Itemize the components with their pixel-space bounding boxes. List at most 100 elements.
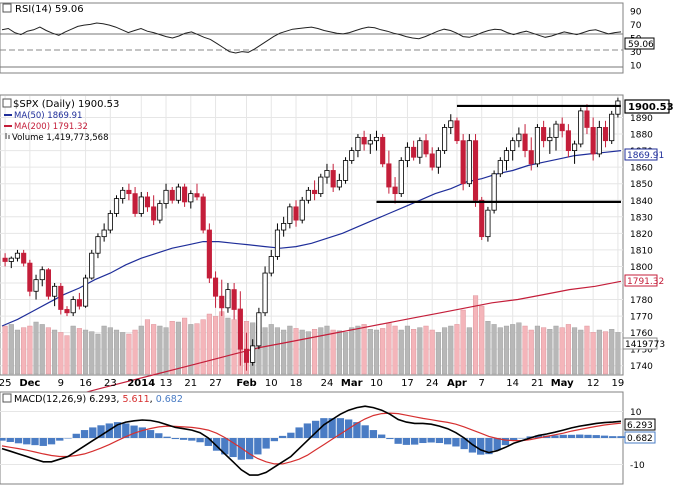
macd-legend: MACD(12,26,9) 6.293, 5.611, 0.682 [14,394,183,405]
volume-bar [188,324,194,375]
macd-histogram-bar [559,434,567,438]
rsi-tick-label: 70 [630,21,642,31]
volume-bar [299,329,305,375]
candle-body [559,123,565,132]
volume-bar [442,327,448,375]
candle-body [151,206,157,221]
candle-body [318,176,324,195]
macd-histogram-bar [23,438,31,445]
macd-histogram-bar [609,436,617,438]
volume-bar [305,331,311,375]
macd-histogram-bar [328,418,336,438]
volume-bar [590,332,596,375]
candle-body [386,163,392,188]
volume-bar [380,328,386,375]
macd-histogram-bar [435,438,444,444]
price-tick-label: 1820 [630,230,653,240]
macd-histogram-bar [221,438,229,455]
volume-bar [417,327,423,375]
volume-bar [175,321,181,375]
volume-bar [510,324,516,375]
last-price-box [624,99,670,114]
candle-body [312,189,318,195]
date-tick-label: 10 [370,378,383,389]
candle-body [101,229,107,238]
volume-bar [157,325,163,375]
volume-bar [70,325,76,375]
date-tick-label: Apr [447,378,467,389]
price-tick-label: 1760 [630,329,653,339]
macd-histogram-bar [155,433,163,438]
price-tick-label: 1850 [630,180,653,190]
macd-histogram-bar [394,438,402,444]
candle-body [411,146,417,158]
candle-body [274,229,281,257]
date-tick-label: 24 [426,378,439,389]
rsi-tick-label: 90 [630,7,642,17]
macd-histogram-bar [477,438,485,455]
volume-bar [287,325,293,375]
candle-body [126,189,132,195]
volume-value-label: 1419773 [625,340,665,350]
candle-body [355,136,361,152]
volume-bar [151,324,157,375]
date-tick-label: 25 [0,378,11,389]
volume-bar [602,331,609,375]
macd-histogram-bar [311,420,320,438]
macd-histogram-bar [171,438,179,440]
candle-body [120,189,126,199]
macd-histogram-bar [196,438,204,443]
candle-body [268,256,274,274]
candle-body [330,170,336,188]
macd-histogram-bar [138,427,146,438]
macd-signal-line [1,412,622,465]
volume-bar [58,332,64,375]
volume-bar [349,327,355,375]
rsi-panel-frame [0,2,624,74]
macd-histogram-bar [6,438,14,442]
price-collapse-icon[interactable] [2,98,12,108]
candle-body [572,143,578,152]
volume-bar [336,330,342,375]
candle-body [250,345,256,363]
candle-body [454,120,460,142]
volume-bar [169,321,175,375]
candlesticks [2,97,621,371]
candle-body [225,289,231,309]
volume-bar [522,325,528,375]
price-tick-label: 1840 [630,197,653,207]
volume-bar [528,329,534,375]
candle-body [503,150,510,161]
rsi-collapse-icon[interactable] [2,3,12,13]
macd-histogram-bar [419,438,427,444]
ma200-legend: MA(200) 1791.32 [14,122,88,132]
volume-bar [144,319,151,375]
macd-histogram-bar [188,438,196,441]
candle-body [262,272,268,314]
macd-histogram-bar [146,430,155,438]
price-tick-label: 1810 [630,246,653,256]
macd-legend-signal: 5.611 [122,394,149,405]
volume-bar [52,329,58,375]
macd-panel: MACD(12,26,9) 6.293, 5.611, 0.682 100-10… [0,391,656,485]
volume-bar [584,325,590,375]
volume-bar [76,328,82,375]
candle-body [423,140,429,155]
volume-bar [411,329,417,375]
macd-legend-hist: 0.682 [156,394,183,405]
rsi-panel: RSI(14) 59.06 9070503010 59.06 [0,2,655,74]
price-tick-label: 1800 [630,263,653,273]
macd-histogram-bar [617,436,625,438]
macd-collapse-icon[interactable] [2,393,12,403]
candle-body [212,277,219,297]
ma200-value-label: 1791.32 [627,277,664,287]
macd-histogram-bar [287,432,295,438]
volume-bar [45,327,51,375]
macd-value-box [624,418,656,431]
macd-histogram-bar [80,430,89,438]
candle-body [547,136,553,142]
macd-histogram-bar [369,430,378,438]
candle-body [448,120,454,128]
volume-bar [361,324,367,375]
candle-body [231,289,237,310]
